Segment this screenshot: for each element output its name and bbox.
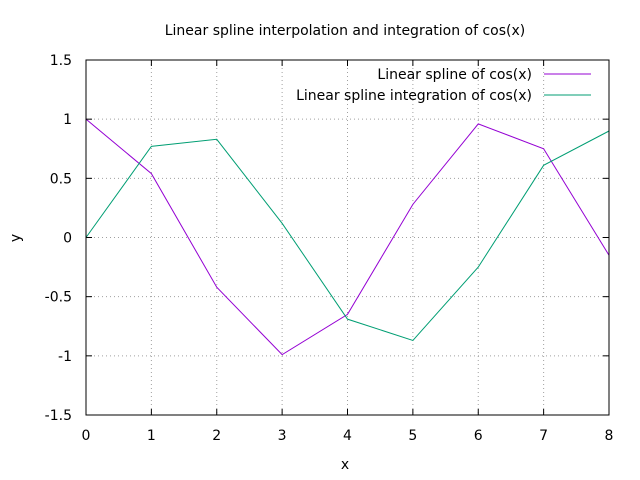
series-layer [85, 118, 610, 356]
y-tick-label: 0.5 [50, 171, 72, 187]
x-tick-label: 6 [474, 428, 483, 444]
y-tick-label: 1.5 [50, 53, 72, 69]
y-tick-label: -0.5 [45, 290, 72, 306]
axis-ticks [85, 59, 610, 416]
x-tick-label: 4 [343, 428, 352, 444]
x-tick-label: 1 [147, 428, 156, 444]
y-tick-label: -1.5 [45, 408, 72, 424]
legend: Linear spline of cos(x) Linear spline int… [296, 67, 591, 104]
y-tick-label: -1 [58, 349, 72, 365]
legend-label-1: Linear spline of cos(x) [377, 67, 532, 83]
x-tick-label: 5 [408, 428, 417, 444]
x-tick-label: 8 [605, 428, 614, 444]
x-tick-label: 7 [539, 428, 548, 444]
y-axis-label: y [8, 234, 24, 242]
grid-lines [86, 60, 609, 415]
y-tick-label: 0 [63, 231, 72, 247]
y-tick-label: 1 [63, 112, 72, 128]
x-axis-label: x [341, 457, 349, 473]
chart-title: Linear spline interpolation and integrat… [165, 23, 526, 39]
series-line-1 [85, 118, 610, 356]
axis-tick-labels: 0 1 2 3 4 5 6 7 8 -1.5 -1 -0.5 0 0.5 1 1.5 [45, 53, 614, 444]
legend-label-2: Linear spline integration of cos(x) [296, 88, 532, 104]
x-tick-label: 2 [212, 428, 221, 444]
series-line-2 [85, 130, 610, 342]
x-tick-label: 3 [278, 428, 287, 444]
x-tick-label: 0 [82, 428, 91, 444]
